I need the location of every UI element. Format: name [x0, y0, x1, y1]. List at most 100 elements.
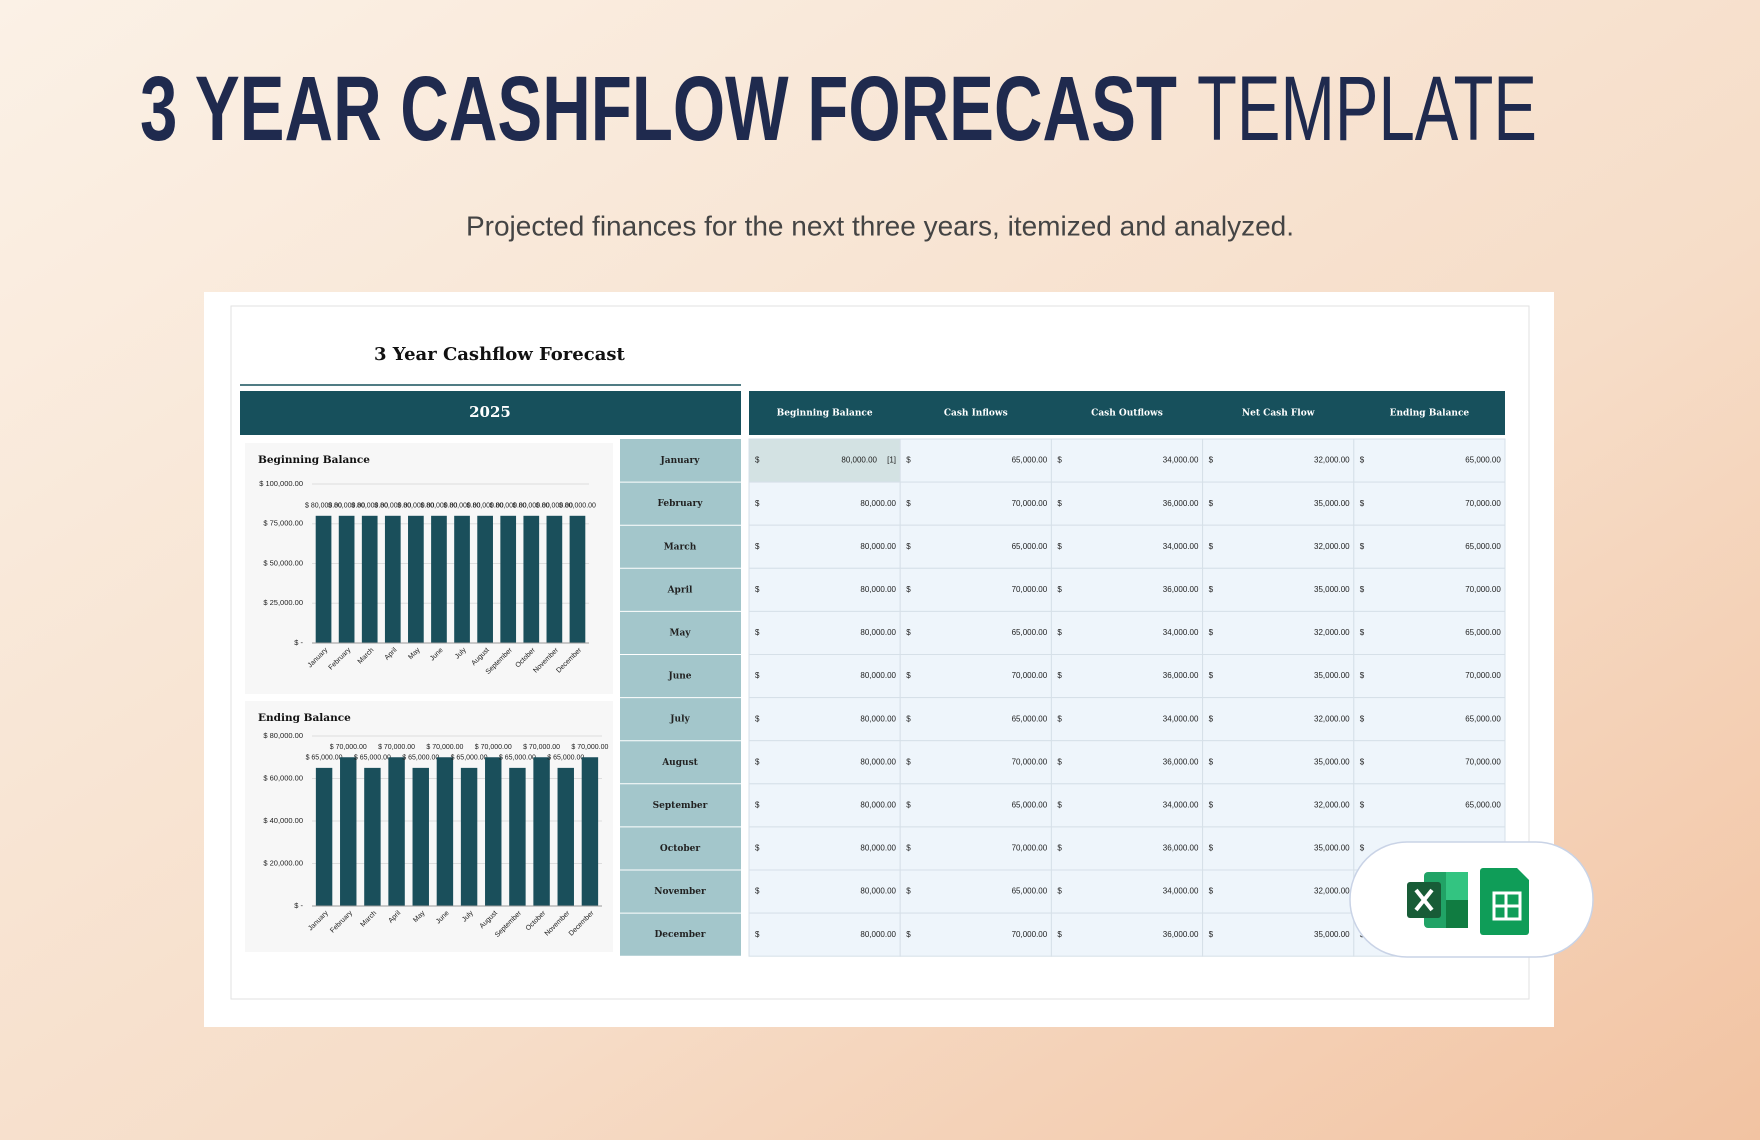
month-label: March	[664, 542, 697, 552]
year-bar	[240, 391, 741, 435]
cell-value: 70,000.00	[1012, 844, 1048, 853]
currency-symbol: $	[906, 542, 911, 551]
month-label: May	[669, 628, 691, 638]
value-label: $ 70,000.00	[523, 744, 560, 751]
currency-symbol: $	[1360, 499, 1365, 508]
cell	[748, 438, 901, 483]
cell-value: 80,000.00	[860, 542, 896, 551]
cell-value: 36,000.00	[1163, 757, 1199, 766]
bar	[412, 767, 429, 906]
cell	[1202, 524, 1355, 569]
cell-value: 80,000.00	[860, 887, 896, 896]
column-header: Ending Balance	[1390, 409, 1470, 419]
currency-symbol: $	[1360, 542, 1365, 551]
currency-symbol: $	[906, 456, 911, 465]
value-label: $ 70,000.00	[475, 744, 512, 751]
cell	[1202, 697, 1355, 742]
cell-value: 36,000.00	[1163, 499, 1199, 508]
value-label: $ 65,000.00	[354, 755, 391, 762]
bar	[569, 515, 586, 643]
value-label: $ 80,000.00	[351, 503, 388, 510]
cell	[748, 740, 901, 785]
cell	[748, 610, 901, 656]
cell	[748, 912, 901, 957]
currency-symbol: $	[1209, 887, 1214, 896]
cell	[1202, 610, 1355, 656]
value-label: $ 65,000.00	[547, 755, 584, 762]
cell	[748, 697, 901, 742]
cell-value: 65,000.00	[1465, 800, 1501, 809]
cell-value: 65,000.00	[1465, 628, 1501, 637]
cell	[899, 654, 1052, 699]
currency-symbol: $	[906, 714, 911, 723]
cell	[1353, 524, 1506, 569]
title-light: TEMPLATE	[1197, 58, 1537, 160]
y-tick-label: $ 40,000.00	[263, 816, 303, 825]
excel-icon-part	[1446, 900, 1468, 928]
y-tick-label: $ 20,000.00	[263, 858, 303, 867]
badge-bg	[1349, 841, 1594, 958]
bar	[557, 767, 574, 906]
currency-symbol: $	[755, 456, 760, 465]
cell	[1202, 740, 1355, 785]
column-header: Cash Inflows	[944, 409, 1008, 419]
chart-title: Beginning Balance	[258, 454, 370, 466]
cell-value: 32,000.00	[1314, 542, 1350, 551]
currency-symbol: $	[1057, 800, 1062, 809]
cell	[748, 654, 901, 699]
bar	[364, 767, 381, 906]
cell-value: 65,000.00	[1465, 714, 1501, 723]
currency-symbol: $	[1057, 456, 1062, 465]
bar	[533, 757, 550, 906]
cell	[899, 912, 1052, 957]
cell-value: 80,000.00	[860, 757, 896, 766]
currency-symbol: $	[755, 585, 760, 594]
bar	[340, 757, 357, 906]
currency-symbol: $	[906, 887, 911, 896]
currency-symbol: $	[1360, 628, 1365, 637]
currency-symbol: $	[1209, 800, 1214, 809]
bar	[408, 515, 424, 643]
sheet-title: 3 Year Cashflow Forecast	[374, 344, 625, 365]
subtitle: Projected finances for the next three ye…	[466, 210, 1294, 241]
y-tick-label: $ 25,000.00	[263, 598, 303, 607]
cell	[899, 524, 1052, 569]
currency-symbol: $	[1209, 930, 1214, 939]
cell-value: 32,000.00	[1314, 628, 1350, 637]
cell-value: 35,000.00	[1314, 930, 1350, 939]
currency-symbol: $	[1209, 542, 1214, 551]
cell-value: 65,000.00	[1012, 542, 1048, 551]
month-label: June	[667, 672, 691, 682]
cell-value: 65,000.00	[1465, 456, 1501, 465]
chart-panel	[245, 701, 613, 952]
currency-symbol: $	[1057, 671, 1062, 680]
bar	[315, 767, 333, 906]
chart-title: Ending Balance	[258, 712, 351, 724]
cell-value: 35,000.00	[1314, 585, 1350, 594]
cell	[899, 438, 1052, 483]
cell-value: 32,000.00	[1314, 714, 1350, 723]
cell	[1050, 697, 1204, 742]
cell	[1353, 740, 1506, 785]
value-label: $ 65,000.00	[402, 755, 439, 762]
cell-value: 70,000.00	[1465, 585, 1501, 594]
cell	[748, 869, 901, 914]
bar	[546, 515, 563, 643]
currency-symbol: $	[755, 800, 760, 809]
value-label: $ 65,000.00	[499, 755, 536, 762]
cell	[1202, 826, 1355, 871]
cell-value: 70,000.00	[1465, 757, 1501, 766]
cell	[1353, 697, 1506, 742]
column-header: Cash Outflows	[1091, 409, 1163, 419]
cell-value: 34,000.00	[1163, 800, 1199, 809]
cell	[1353, 654, 1506, 699]
currency-symbol: $	[1057, 499, 1062, 508]
cell-value: 32,000.00	[1314, 887, 1350, 896]
currency-symbol: $	[906, 757, 911, 766]
currency-symbol: $	[1057, 757, 1062, 766]
currency-symbol: $	[906, 800, 911, 809]
cell	[1353, 783, 1506, 828]
bar	[485, 757, 502, 906]
